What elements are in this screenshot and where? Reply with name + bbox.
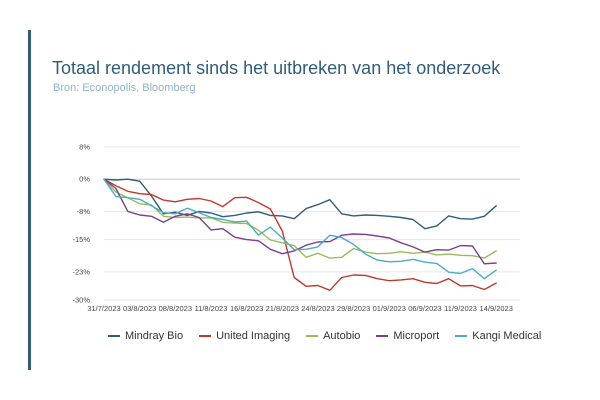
chart-title: Totaal rendement sinds het uitbreken van…	[52, 58, 501, 78]
legend-swatch	[376, 335, 389, 337]
legend-label: Autobio	[323, 330, 361, 342]
x-tick-label: 21/8/2023	[266, 304, 299, 313]
legend-label: Microport	[393, 330, 440, 342]
series-line-united-imaging	[103, 178, 497, 291]
legend-item-mindray-bio: Mindray Bio	[108, 330, 183, 342]
series-line-kangi-medical	[103, 178, 497, 280]
legend-label: Mindray Bio	[125, 330, 184, 342]
y-tick-label: 0%	[79, 175, 90, 184]
y-tick-label: -8%	[77, 207, 91, 216]
x-tick-label: 11/8/2023	[195, 304, 228, 313]
x-axis-ticks: 31/7/2023 03/8/2023 08/8/2023 11/8/2023 16/8…	[87, 304, 513, 313]
legend-item-autobio: Autobio	[306, 330, 360, 342]
series-line-autobio	[103, 178, 497, 259]
x-tick-label: 08/8/2023	[159, 304, 192, 313]
x-tick-label: 31/7/2023	[87, 304, 120, 313]
y-tick-label: -23%	[72, 267, 90, 276]
legend-label: United Imaging	[216, 330, 291, 342]
series-line-microport	[103, 178, 497, 265]
x-tick-label: 06/9/2023	[408, 304, 441, 313]
legend-item-united-imaging: United Imaging	[199, 330, 290, 342]
x-tick-label: 01/9/2023	[373, 304, 406, 313]
x-tick-label: 16/8/2023	[230, 304, 263, 313]
y-axis-ticks: 8% 0% -8% -15% -23% -30%	[72, 143, 90, 305]
x-tick-label: 29/8/2023	[337, 304, 370, 313]
legend-swatch	[108, 335, 120, 337]
chart-legend: Mindray Bio United Imaging Autobio Micropor…	[108, 330, 541, 342]
legend-swatch	[306, 335, 319, 337]
legend-item-kangi-medical: Kangi Medical	[455, 330, 541, 342]
legend-swatch	[199, 335, 212, 337]
x-tick-label: 11/9/2023	[444, 304, 477, 313]
x-tick-label: 14/9/2023	[480, 304, 513, 313]
series-lines	[103, 178, 497, 291]
x-tick-label: 24/8/2023	[301, 304, 334, 313]
legend-item-microport: Microport	[376, 330, 439, 342]
y-tick-label: -15%	[72, 235, 90, 244]
grid-lines	[104, 146, 520, 301]
accent-bar	[28, 30, 31, 370]
y-tick-label: -30%	[72, 296, 90, 305]
chart-subtitle: Bron: Econopolis, Bloomberg	[53, 82, 196, 94]
x-tick-label: 03/8/2023	[123, 304, 156, 313]
y-tick-label: 8%	[79, 143, 90, 152]
legend-swatch	[455, 335, 468, 337]
legend-label: Kangi Medical	[472, 330, 542, 342]
